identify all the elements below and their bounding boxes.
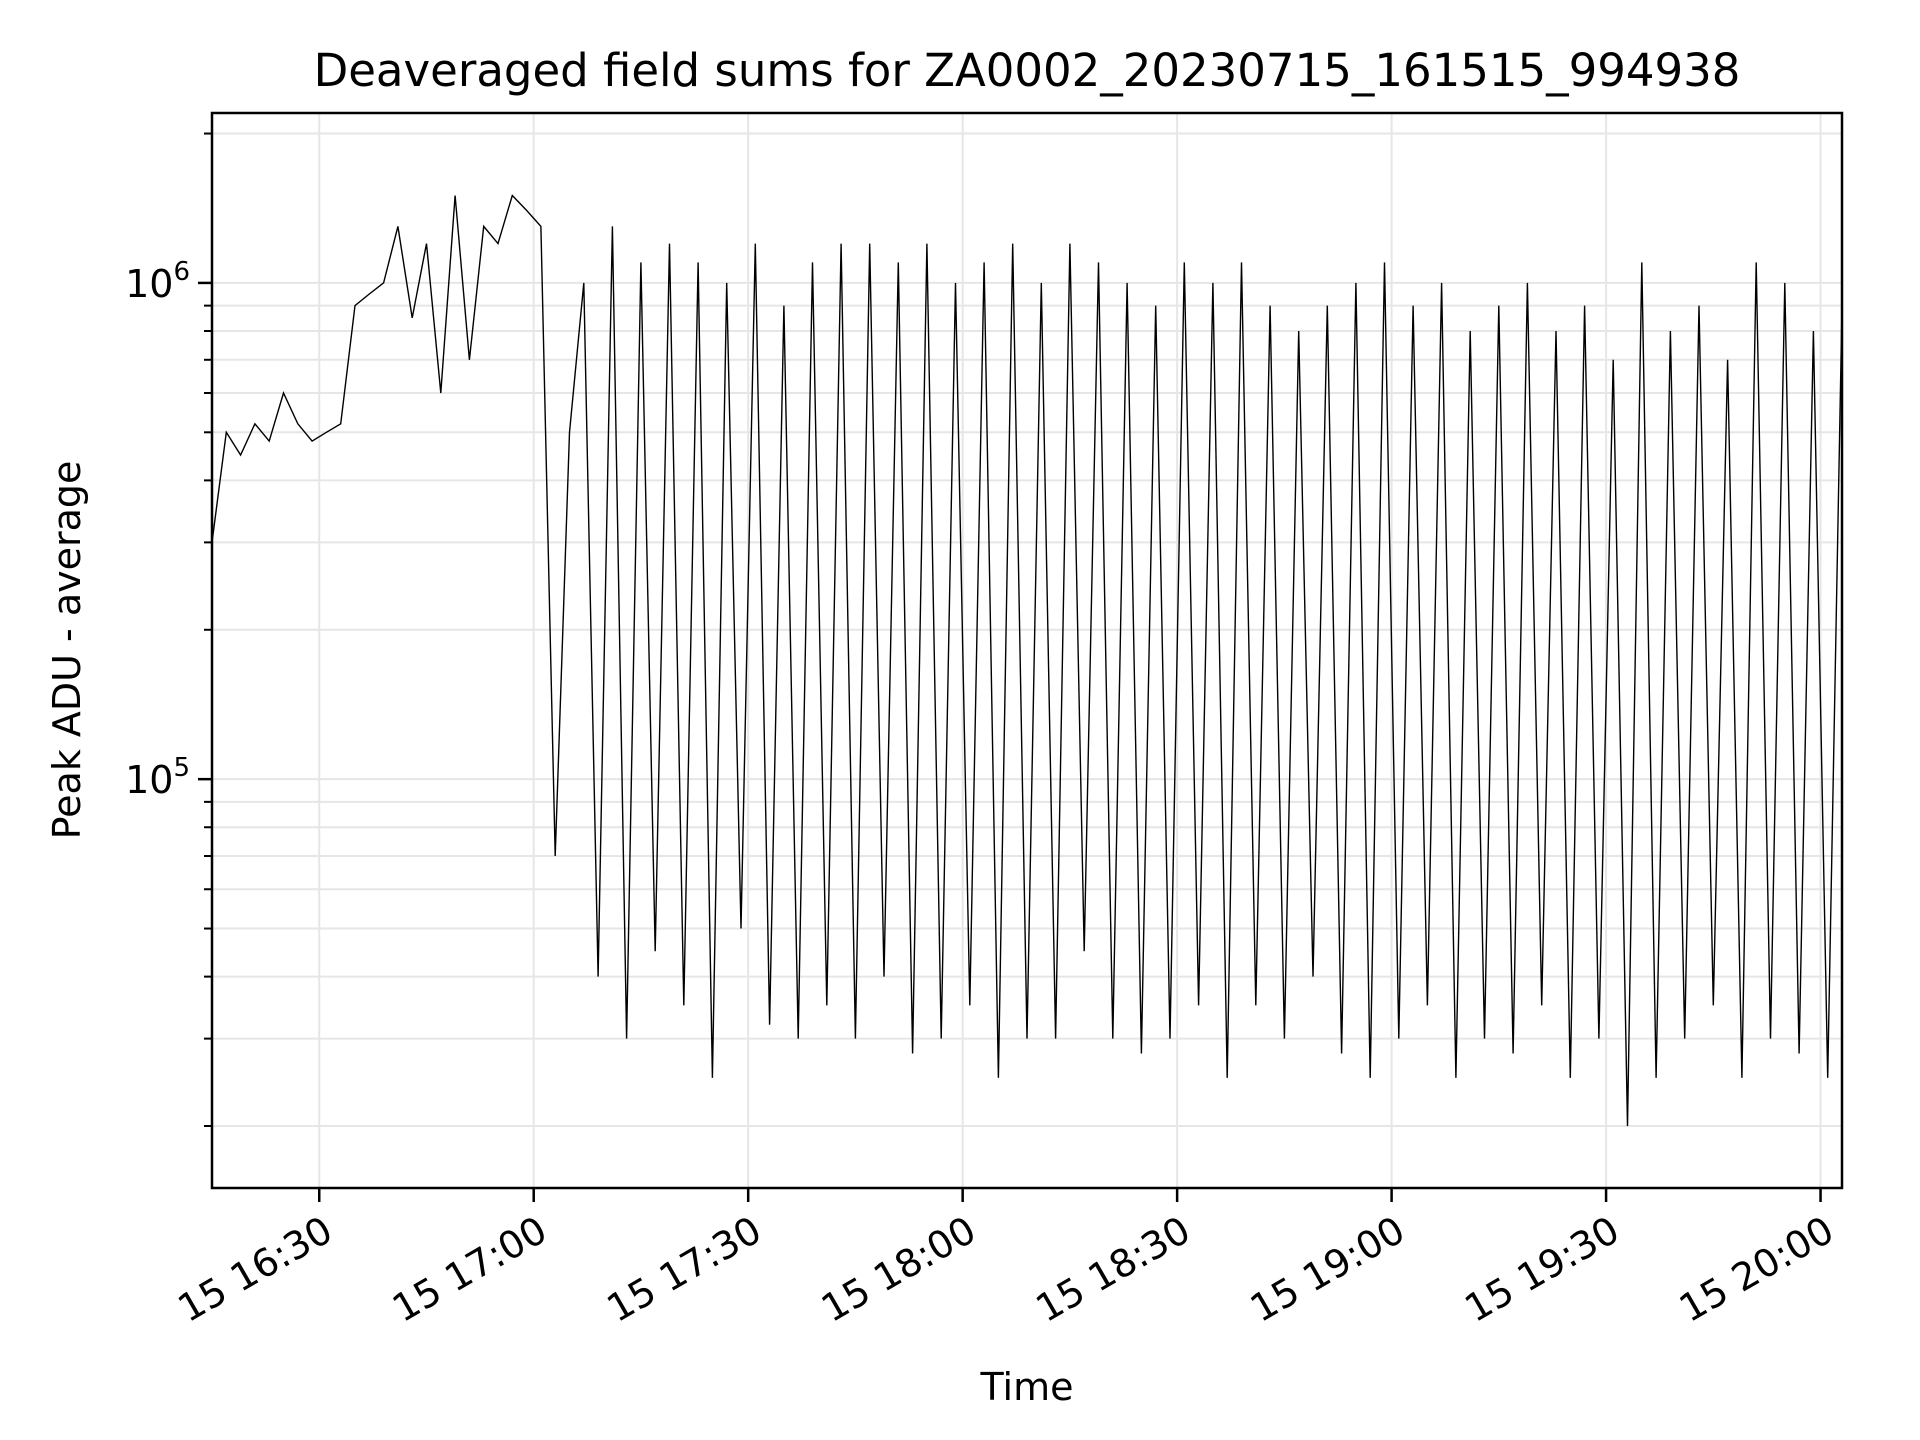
gridlines <box>212 113 1842 1188</box>
y-tick-label: 106 <box>125 257 190 306</box>
series-group <box>211 194 1843 1127</box>
y-axis: 105 106 <box>125 132 212 1128</box>
y-tick-label: 105 <box>125 753 190 802</box>
plot-frame <box>210 111 1844 1190</box>
x-axis-label: Time <box>980 1365 1074 1409</box>
series-line <box>211 194 1843 1127</box>
chart-title: Deaveraged field sums for ZA0002_2023071… <box>314 44 1741 97</box>
y-axis-label: Peak ADU - average <box>45 461 89 840</box>
